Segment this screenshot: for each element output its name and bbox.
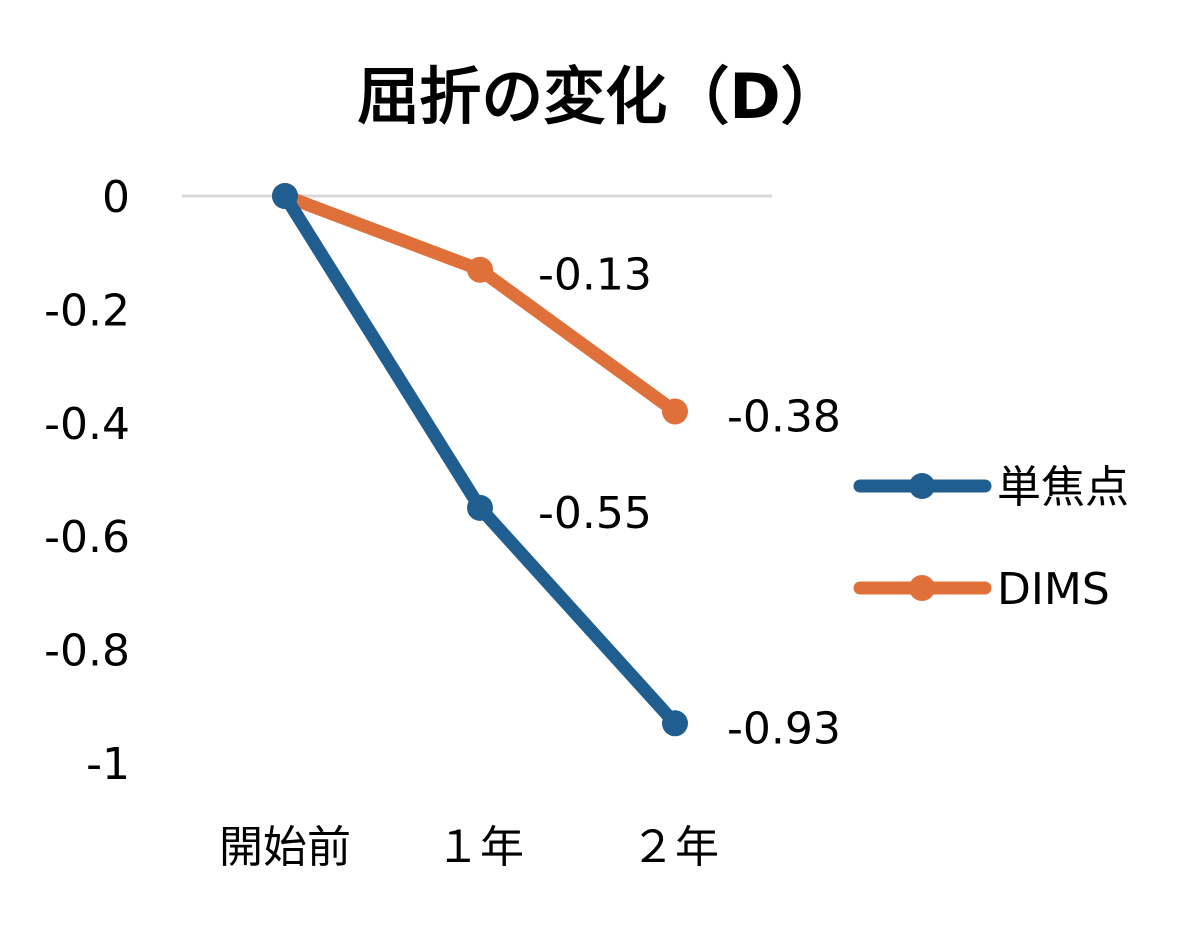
data-label: -0.93 (727, 703, 841, 754)
legend: 単焦点 DIMS (853, 462, 1129, 615)
y-tick-label: -0.6 (44, 512, 130, 563)
y-tick-label: -0.8 (44, 626, 130, 677)
series-line (278, 189, 682, 418)
x-tick-label: 開始前 (219, 822, 351, 873)
data-label: -0.13 (538, 250, 652, 301)
y-tick-label: 0 (102, 172, 130, 223)
legend-swatch-marker (909, 473, 935, 499)
data-labels: -0.13 -0.38 -0.55 -0.93 (538, 250, 841, 755)
y-tick-label: -0.2 (44, 285, 130, 336)
y-tick-label: -0.4 (44, 399, 130, 450)
legend-swatch-marker (909, 575, 935, 601)
legend-label: 単焦点 (997, 462, 1129, 513)
data-point (467, 494, 493, 521)
chart-title: 屈折の変化（D） (357, 60, 842, 133)
data-point (662, 398, 688, 425)
series-layer (272, 183, 688, 737)
data-point (467, 256, 493, 283)
y-axis-ticks: 0 -0.2 -0.4 -0.6 -0.8 -1 (44, 172, 130, 790)
x-tick-label: ２年 (631, 822, 719, 873)
data-label: -0.38 (727, 391, 841, 442)
data-point (662, 710, 688, 737)
x-axis-ticks: 開始前 １年 ２年 (219, 822, 719, 873)
x-tick-label: １年 (436, 822, 524, 873)
legend-label: DIMS (997, 564, 1110, 615)
y-tick-label: -1 (86, 739, 130, 790)
data-label: -0.55 (538, 488, 652, 539)
data-point (272, 183, 298, 209)
